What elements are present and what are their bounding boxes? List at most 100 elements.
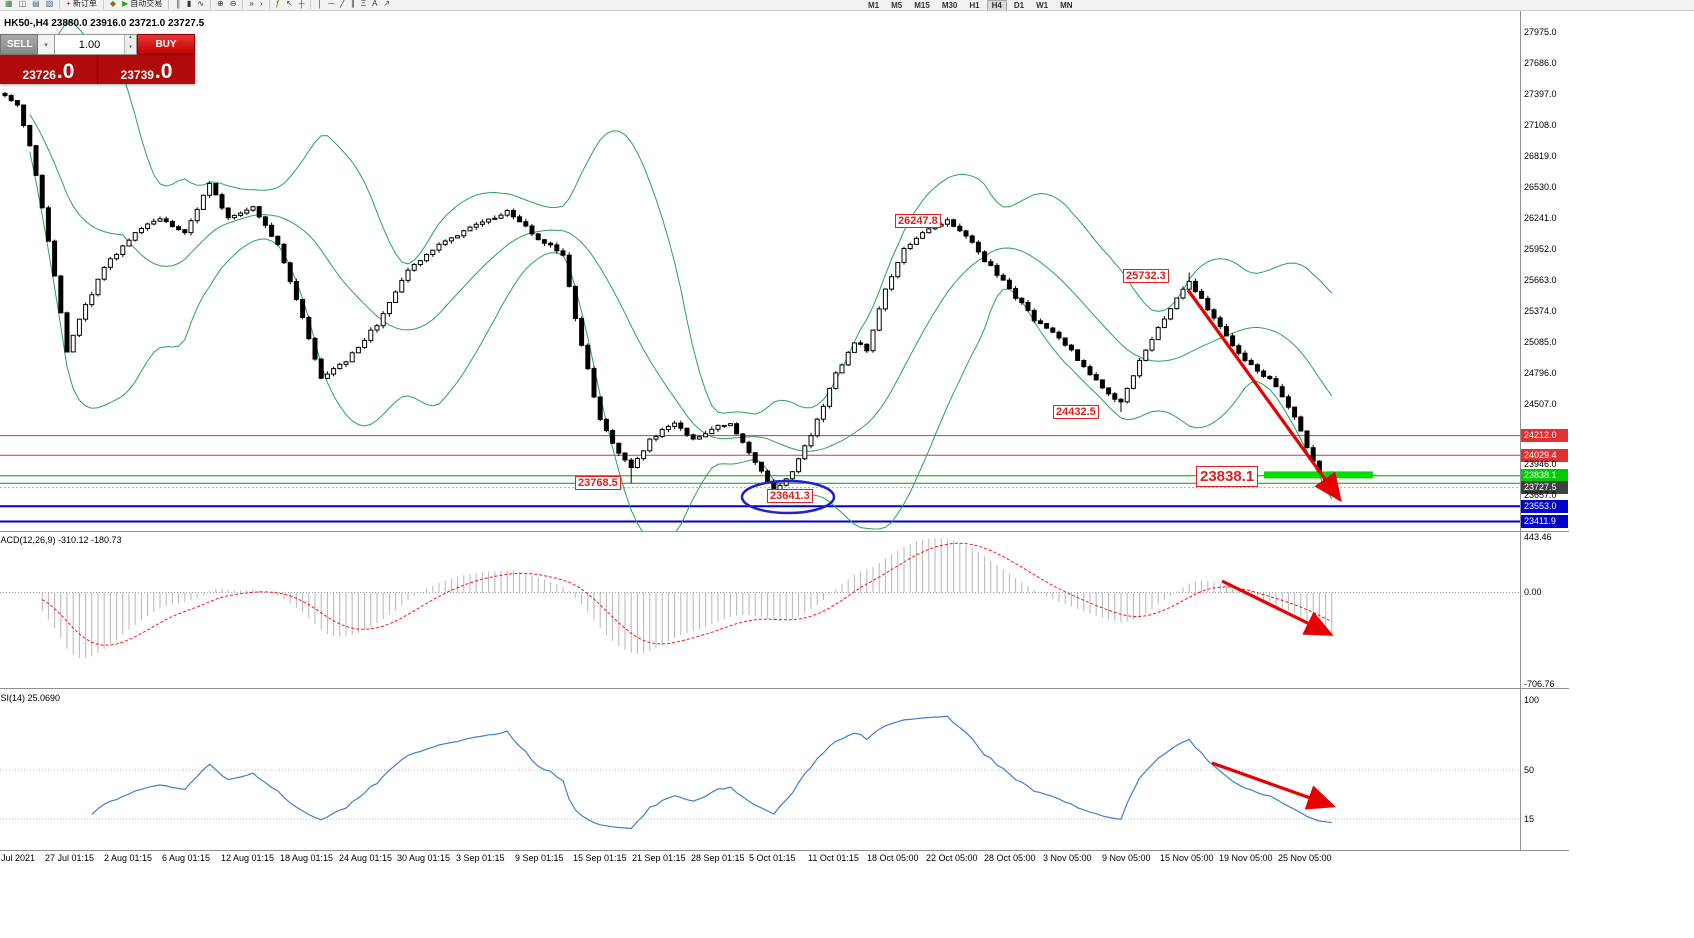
volume-preset-dropdown[interactable]: ▾	[38, 34, 55, 55]
blue-ellipse-annotation[interactable]	[740, 479, 836, 515]
price-annotation-label[interactable]: 26247.8	[895, 214, 941, 228]
market-watch-icon: ▤	[32, 0, 40, 8]
new-chart-icon[interactable]: ▦	[2, 0, 16, 10]
vertical-line-icon[interactable]: │	[314, 0, 325, 10]
timeframe-mn[interactable]: MN	[1055, 0, 1078, 10]
time-axis-label: 2 Aug 01:15	[104, 853, 153, 863]
crosshair-icon: ┼	[298, 0, 305, 8]
autotrading-button[interactable]: ▶ 自动交易	[119, 0, 165, 10]
volume-decrease-button[interactable]: ▾	[125, 44, 136, 54]
metaeditor-icon[interactable]: ◆	[107, 0, 119, 10]
timeframe-w1[interactable]: W1	[1031, 0, 1054, 10]
toolbar-separator	[310, 0, 312, 9]
autotrading-button: ▶	[122, 0, 129, 8]
volume-increase-button[interactable]: ▴	[125, 35, 136, 45]
trendline-icon: ╱	[340, 0, 345, 8]
zoom-in-icon[interactable]: ⊕	[214, 0, 227, 10]
zoom-out-icon[interactable]: ⊖	[227, 0, 240, 10]
toolbar-separator	[168, 0, 170, 9]
trendline-icon[interactable]: ╱	[337, 0, 348, 10]
text-icon: A	[372, 0, 378, 8]
price-axis-tick: 27686.0	[1524, 58, 1557, 68]
price-axis-tick: 25374.0	[1524, 306, 1557, 316]
price-axis-tick: 24507.0	[1524, 399, 1557, 409]
price-tag: 23946.0	[1524, 458, 1557, 469]
sell-button[interactable]: SELL	[0, 34, 38, 55]
sell-price-frac: .0	[56, 60, 75, 83]
sell-price-main: 23726	[22, 68, 56, 82]
timeframe-h1[interactable]: H1	[964, 0, 985, 10]
time-axis-label: 11 Oct 01:15	[808, 853, 859, 863]
price-annotation-label[interactable]: 23641.3	[767, 489, 813, 503]
auto-scroll-icon: »	[249, 0, 254, 8]
price-annotation-label[interactable]: 23838.1	[1196, 466, 1259, 487]
main-chart-canvas[interactable]	[0, 10, 1520, 531]
time-axis-label: 3 Sep 01:15	[456, 853, 505, 863]
toolbar-separator	[102, 0, 104, 9]
time-axis-label: 28 Oct 05:00	[984, 853, 1036, 863]
price-annotation-label[interactable]: 25732.3	[1123, 269, 1169, 283]
toolbar-icons: ▦ ◫ ▤ ▧ + 新订单 ◆ ▶ 自动交易 ║ ▮ ∿ ⊕ ⊖ » › ƒ ↖ ┼ │ ─ ╱ ∥ Ξ A ↗	[0, 0, 1694, 10]
price-tag: 24212.0	[1521, 429, 1568, 443]
time-axis-label: 3 Nov 05:00	[1043, 853, 1092, 863]
new-order-button-label: 新订单	[72, 0, 97, 8]
channel-icon[interactable]: ∥	[348, 0, 358, 10]
navigator-icon[interactable]: ▧	[43, 0, 57, 10]
timeframe-m1[interactable]: M1	[863, 0, 885, 10]
vertical-line-icon: │	[317, 0, 323, 8]
text-icon[interactable]: A	[369, 0, 380, 10]
horizontal-line-icon[interactable]: ─	[325, 0, 337, 10]
cursor-icon[interactable]: ↖	[283, 0, 296, 10]
buy-price[interactable]: 23739 .0	[98, 55, 195, 84]
timeframe-m30[interactable]: M30	[936, 0, 963, 10]
time-axis-border	[0, 850, 1569, 851]
panel-separator[interactable]	[0, 531, 1569, 532]
time-axis-label: 6 Aug 01:15	[162, 853, 211, 863]
line-chart-icon[interactable]: ∿	[194, 0, 207, 10]
time-axis-label: 5 Oct 01:15	[749, 853, 796, 863]
line-chart-icon: ∿	[197, 0, 205, 8]
chart-shift-icon[interactable]: ›	[257, 0, 266, 10]
price-axis-tick: 26819.0	[1524, 151, 1557, 161]
bar-chart-icon[interactable]: ║	[172, 0, 184, 10]
candlestick-chart-icon[interactable]: ▮	[184, 0, 194, 10]
price-axis-tick: 26530.0	[1524, 182, 1557, 192]
price-axis-tick: 27397.0	[1524, 89, 1557, 99]
red-trend-arrow[interactable]	[1221, 579, 1334, 636]
buy-button[interactable]: BUY	[137, 34, 195, 55]
zoom-in-icon: ⊕	[217, 0, 224, 8]
horizontal-line-icon: ─	[328, 0, 335, 8]
buy-price-frac: .0	[154, 60, 173, 83]
price-axis-border[interactable]	[1520, 10, 1521, 850]
price-axis-tick: 27108.0	[1524, 120, 1557, 130]
timeframe-m15[interactable]: M15	[909, 0, 935, 10]
crosshair-icon[interactable]: ┼	[296, 0, 308, 10]
panel-separator[interactable]	[0, 688, 1569, 689]
arrows-icon[interactable]: ↗	[380, 0, 393, 10]
rsi-canvas[interactable]	[0, 690, 1520, 850]
price-annotation-label[interactable]: 24432.5	[1053, 405, 1099, 419]
time-axis-label: 25 Nov 05:00	[1278, 853, 1332, 863]
red-trend-arrow[interactable]	[1186, 289, 1342, 503]
arrows-icon: ↗	[383, 0, 391, 8]
profiles-icon[interactable]: ◫	[16, 0, 30, 10]
market-watch-icon[interactable]: ▤	[29, 0, 43, 10]
auto-scroll-icon[interactable]: »	[246, 0, 256, 10]
rsi-line	[91, 715, 1332, 830]
timeframe-m5[interactable]: M5	[886, 0, 908, 10]
macd-canvas[interactable]	[0, 532, 1520, 688]
time-axis-label: 18 Aug 01:15	[280, 853, 334, 863]
red-trend-arrow[interactable]	[1211, 761, 1337, 810]
fibonacci-icon[interactable]: Ξ	[358, 0, 369, 10]
time-axis-label: 30 Aug 01:15	[397, 853, 451, 863]
sell-price[interactable]: 23726 .0	[0, 55, 98, 84]
new-order-button[interactable]: + 新订单	[63, 0, 100, 10]
rsi-axis-tick: 50	[1524, 765, 1535, 775]
price-annotation-label[interactable]: 23768.5	[575, 476, 621, 490]
time-axis-label: 18 Oct 05:00	[867, 853, 919, 863]
timeframe-h4[interactable]: H4	[986, 0, 1007, 10]
timeframe-d1[interactable]: D1	[1008, 0, 1030, 10]
volume-input[interactable]	[55, 35, 124, 54]
rsi-axis-tick: 15	[1524, 814, 1535, 824]
indicators-icon[interactable]: ƒ	[273, 0, 283, 10]
